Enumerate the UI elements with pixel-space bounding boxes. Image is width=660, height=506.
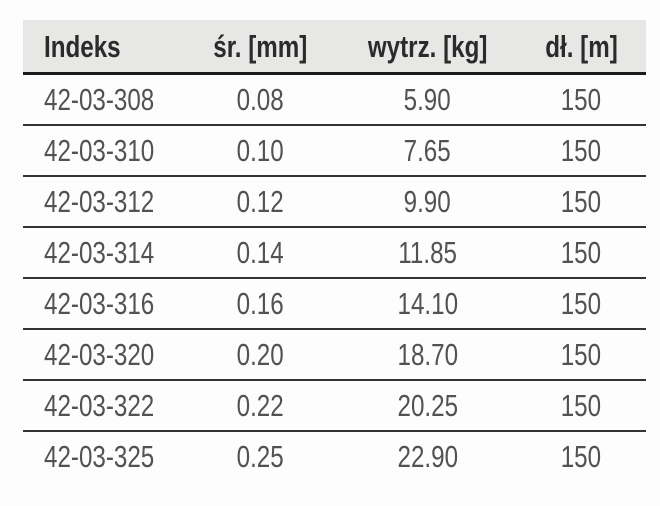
cell-length: 150: [516, 328, 646, 380]
cell-strength-value: 5.90: [403, 82, 452, 117]
cell-diameter: 0.08: [181, 74, 339, 126]
table-row: 42-03-325 0.25 22.90 150: [23, 430, 646, 481]
cell-length-value: 150: [560, 286, 602, 321]
table-row: 42-03-312 0.12 9.90 150: [23, 175, 646, 227]
column-header-diameter-label: śr. [mm]: [212, 28, 308, 64]
cell-diameter: 0.14: [181, 226, 339, 278]
cell-diameter: 0.20: [181, 328, 339, 380]
cell-indeks: 42-03-316: [23, 277, 181, 329]
cell-length: 150: [516, 175, 646, 227]
cell-indeks-value: 42-03-320: [44, 337, 155, 372]
cell-diameter: 0.25: [181, 430, 339, 481]
cell-strength-value: 18.70: [397, 337, 458, 372]
column-header-indeks: Indeks: [23, 20, 181, 75]
cell-indeks-value: 42-03-325: [44, 439, 155, 474]
cell-length-value: 150: [560, 235, 602, 270]
cell-strength: 5.90: [339, 74, 516, 126]
cell-length: 150: [516, 226, 646, 278]
cell-length: 150: [516, 277, 646, 329]
cell-diameter-value: 0.25: [236, 439, 284, 474]
cell-strength-value: 11.85: [398, 235, 457, 270]
cell-indeks: 42-03-308: [23, 74, 181, 126]
cell-length: 150: [516, 124, 646, 176]
cell-indeks-value: 42-03-312: [44, 184, 155, 219]
cell-indeks-value: 42-03-308: [44, 82, 155, 117]
cell-strength: 18.70: [339, 328, 516, 380]
cell-length-value: 150: [560, 184, 602, 219]
cell-indeks: 42-03-325: [23, 430, 181, 481]
table-row: 42-03-308 0.08 5.90 150: [23, 74, 646, 126]
column-header-diameter: śr. [mm]: [181, 20, 339, 75]
column-header-strength: wytrz. [kg]: [339, 20, 516, 75]
cell-length-value: 150: [560, 337, 602, 372]
cell-strength-value: 7.65: [403, 133, 452, 168]
cell-length-value: 150: [560, 133, 602, 168]
table-row: 42-03-314 0.14 11.85 150: [23, 226, 646, 278]
cell-diameter-value: 0.20: [236, 337, 284, 372]
cell-length: 150: [516, 430, 646, 481]
cell-strength: 11.85: [339, 226, 516, 278]
cell-indeks-value: 42-03-322: [44, 388, 155, 423]
column-header-length-label: dł. [m]: [544, 28, 618, 64]
table-row: 42-03-320 0.20 18.70 150: [23, 328, 646, 380]
cell-diameter-value: 0.14: [236, 235, 284, 270]
column-header-length: dł. [m]: [516, 20, 646, 75]
cell-strength-value: 14.10: [397, 286, 458, 321]
cell-indeks-value: 42-03-314: [44, 235, 155, 270]
column-header-strength-label: wytrz. [kg]: [367, 28, 488, 64]
cell-diameter-value: 0.16: [236, 286, 284, 321]
table-row: 42-03-316 0.16 14.10 150: [23, 277, 646, 329]
cell-indeks: 42-03-322: [23, 379, 181, 431]
cell-indeks-value: 42-03-310: [44, 133, 155, 168]
cell-strength: 7.65: [339, 124, 516, 176]
cell-strength: 9.90: [339, 175, 516, 227]
cell-diameter-value: 0.22: [236, 388, 284, 423]
cell-strength-value: 9.90: [403, 184, 452, 219]
cell-indeks-value: 42-03-316: [44, 286, 155, 321]
table-row: 42-03-322 0.22 20.25 150: [23, 379, 646, 431]
cell-strength: 14.10: [339, 277, 516, 329]
cell-length-value: 150: [560, 439, 602, 474]
cell-diameter-value: 0.12: [236, 184, 284, 219]
cell-indeks: 42-03-320: [23, 328, 181, 380]
cell-strength-value: 20.25: [397, 388, 458, 423]
cell-length: 150: [516, 379, 646, 431]
cell-strength-value: 22.90: [397, 439, 458, 474]
cell-indeks: 42-03-314: [23, 226, 181, 278]
table-row: 42-03-310 0.10 7.65 150: [23, 124, 646, 176]
cell-strength: 22.90: [339, 430, 516, 481]
cell-diameter-value: 0.10: [236, 133, 284, 168]
cell-length-value: 150: [560, 82, 602, 117]
cell-length: 150: [516, 74, 646, 126]
cell-indeks: 42-03-310: [23, 124, 181, 176]
spec-table: Indeks śr. [mm] wytrz. [kg] dł. [m] 42-0…: [23, 20, 646, 481]
table-header-row: Indeks śr. [mm] wytrz. [kg] dł. [m]: [23, 20, 646, 75]
column-header-indeks-label: Indeks: [44, 28, 121, 64]
cell-length-value: 150: [560, 388, 602, 423]
cell-strength: 20.25: [339, 379, 516, 431]
cell-diameter-value: 0.08: [236, 82, 284, 117]
cell-indeks: 42-03-312: [23, 175, 181, 227]
cell-diameter: 0.12: [181, 175, 339, 227]
cell-diameter: 0.16: [181, 277, 339, 329]
cell-diameter: 0.10: [181, 124, 339, 176]
cell-diameter: 0.22: [181, 379, 339, 431]
